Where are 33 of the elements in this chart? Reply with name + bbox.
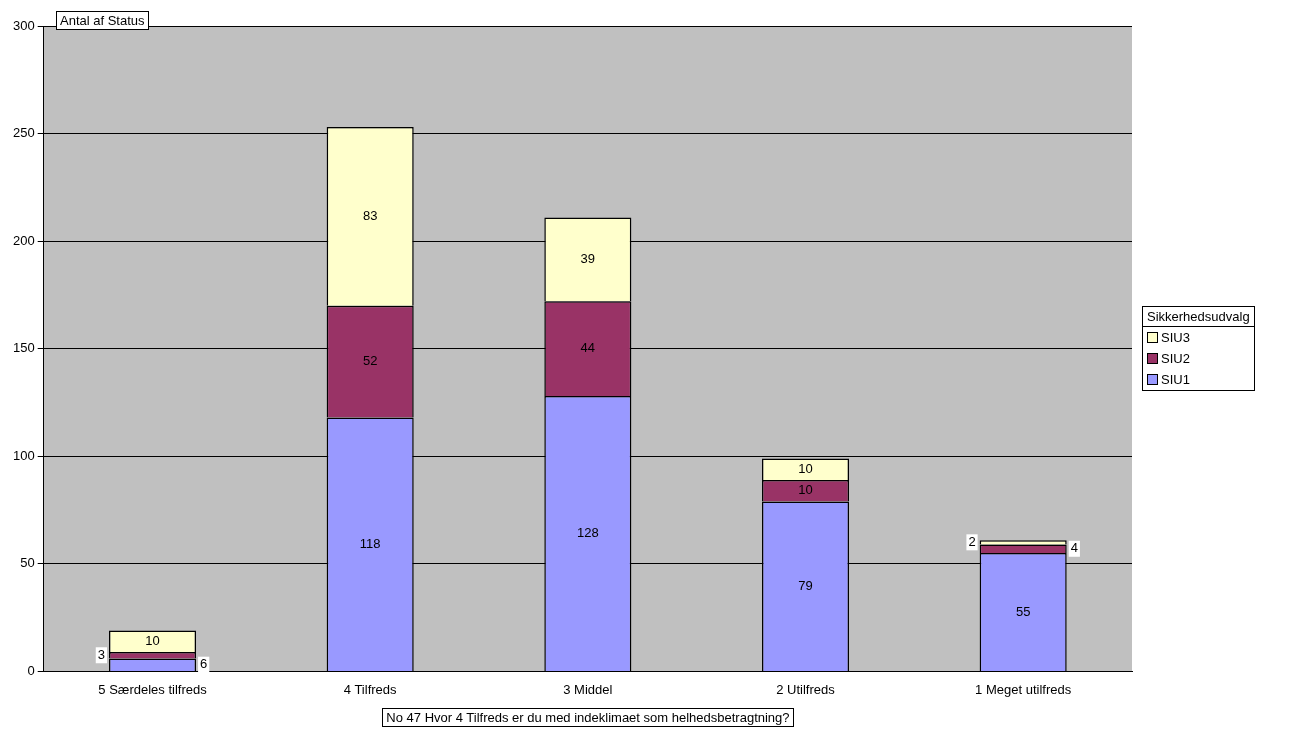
legend-label: SIU3 [1161, 330, 1190, 346]
chart-title: Antal af Status [56, 11, 149, 30]
data-label: 2 [968, 533, 976, 549]
data-label: 44 [580, 340, 596, 356]
x-tick-label: 3 Middel [563, 681, 613, 697]
legend-title: Sikkerhedsudvalg [1143, 307, 1254, 328]
data-label: 118 [359, 535, 381, 551]
y-tick-label: 100 [12, 447, 35, 463]
data-label: 52 [362, 353, 378, 369]
legend-label: SIU1 [1161, 372, 1190, 388]
x-tick-label: 1 Meget utilfreds [975, 681, 1072, 697]
data-label: 4 [1070, 540, 1078, 556]
y-tick-label: 50 [20, 555, 35, 571]
x-tick-label: 4 Tilfreds [343, 681, 398, 697]
legend-label: SIU2 [1161, 351, 1190, 367]
data-label: 83 [362, 207, 378, 223]
x-tick-label: 2 Utilfreds [776, 681, 836, 697]
data-label: 55 [1015, 603, 1031, 619]
data-label: 3 [97, 646, 105, 662]
data-label: 128 [576, 525, 599, 541]
data-label: 10 [145, 632, 160, 648]
data-label: 6 [200, 656, 208, 672]
y-tick-label: 150 [12, 340, 35, 356]
x-axis-title: No 47 Hvor 4 Tilfreds er du med indeklimaet som helhedsbetragtning? [382, 708, 794, 727]
data-label: 39 [580, 251, 596, 266]
data-label: 10 [798, 460, 813, 476]
y-tick-label: 300 [12, 17, 35, 33]
x-tick-label: 5 Særdeles tilfreds [98, 681, 208, 697]
data-label: 79 [798, 577, 813, 593]
data-label: 10 [798, 482, 813, 498]
y-tick-label: 0 [27, 662, 35, 678]
y-tick-label: 200 [12, 232, 35, 248]
y-tick-label: 250 [12, 125, 35, 141]
